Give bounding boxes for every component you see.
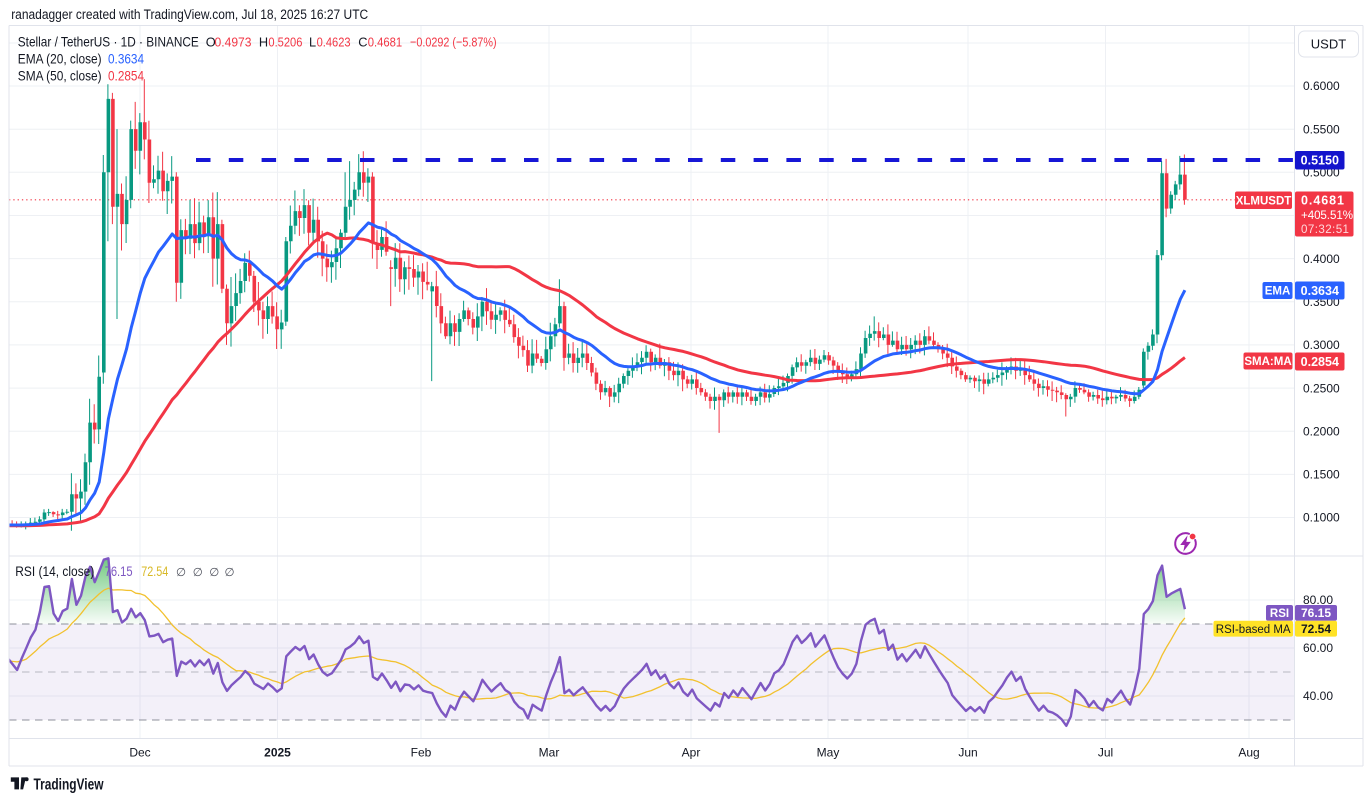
svg-text:XLMUSDT: XLMUSDT [1236, 196, 1292, 208]
svg-text:0.4681: 0.4681 [1301, 194, 1344, 208]
svg-text:0.6000: 0.6000 [1303, 79, 1340, 93]
svg-text:∅: ∅ [193, 567, 203, 579]
svg-text:0.2854: 0.2854 [108, 69, 144, 84]
svg-text:EMA (20, close): EMA (20, close) [18, 52, 102, 67]
svg-text:72.54: 72.54 [1301, 622, 1331, 636]
svg-text:76.15: 76.15 [1301, 606, 1331, 620]
svg-text:07:32:51: 07:32:51 [1301, 223, 1349, 236]
svg-text:Jun: Jun [958, 746, 977, 760]
svg-text:ranadagger created with Tradin: ranadagger created with TradingView.com,… [11, 7, 368, 22]
svg-text:May: May [817, 746, 840, 760]
svg-text:0.3634: 0.3634 [1301, 284, 1339, 298]
svg-text:0.4973: 0.4973 [215, 35, 252, 50]
svg-text:0.4681: 0.4681 [368, 35, 403, 50]
svg-text:0.5206: 0.5206 [268, 35, 302, 50]
svg-text:72.54: 72.54 [141, 564, 168, 579]
svg-text:∅: ∅ [176, 567, 186, 579]
svg-text:0.5500: 0.5500 [1303, 122, 1340, 136]
svg-text:SMA:MA: SMA:MA [1244, 356, 1291, 368]
svg-text:SMA (50, close): SMA (50, close) [18, 69, 102, 84]
svg-text:−0.0292 (−5.87%): −0.0292 (−5.87%) [410, 35, 497, 50]
svg-text:Mar: Mar [539, 746, 560, 760]
svg-text:Aug: Aug [1238, 746, 1259, 760]
svg-text:RSI (14, close): RSI (14, close) [15, 564, 94, 579]
svg-text:0.4623: 0.4623 [317, 35, 351, 50]
svg-text:0.1500: 0.1500 [1303, 468, 1340, 482]
svg-text:Jul: Jul [1098, 746, 1113, 760]
svg-text:0.3000: 0.3000 [1303, 338, 1340, 352]
svg-text:Feb: Feb [411, 746, 432, 760]
svg-text:EMA: EMA [1265, 286, 1291, 298]
svg-text:H: H [259, 35, 268, 50]
svg-text:0.2500: 0.2500 [1303, 381, 1340, 395]
svg-text:Dec: Dec [129, 746, 150, 760]
svg-text:L: L [309, 35, 316, 50]
svg-text:2025: 2025 [264, 746, 291, 760]
svg-text:∅: ∅ [209, 567, 219, 579]
svg-text:USDT: USDT [1311, 37, 1346, 52]
svg-text:80.00: 80.00 [1303, 593, 1333, 607]
svg-text:0.2000: 0.2000 [1303, 424, 1340, 438]
svg-text:Stellar / TetherUS · 1D · BINA: Stellar / TetherUS · 1D · BINANCE [18, 35, 199, 50]
svg-text:0.1000: 0.1000 [1303, 511, 1340, 525]
svg-text:C: C [358, 35, 367, 50]
svg-text:∅: ∅ [225, 567, 235, 579]
svg-text:Apr: Apr [682, 746, 701, 760]
svg-text:40.00: 40.00 [1303, 689, 1333, 703]
svg-text:0.2854: 0.2854 [1301, 355, 1339, 369]
svg-text:0.4000: 0.4000 [1303, 252, 1340, 266]
svg-text:60.00: 60.00 [1303, 641, 1333, 655]
svg-text:0.3634: 0.3634 [108, 52, 144, 67]
svg-text:O: O [206, 35, 216, 50]
svg-text:RSI: RSI [1270, 608, 1289, 620]
svg-text:76.15: 76.15 [105, 564, 133, 579]
svg-text:RSI-based MA: RSI-based MA [1216, 624, 1291, 636]
svg-text:0.5150: 0.5150 [1301, 154, 1339, 168]
svg-text:+405.51%: +405.51% [1301, 209, 1353, 222]
svg-text:TradingView: TradingView [34, 777, 104, 794]
